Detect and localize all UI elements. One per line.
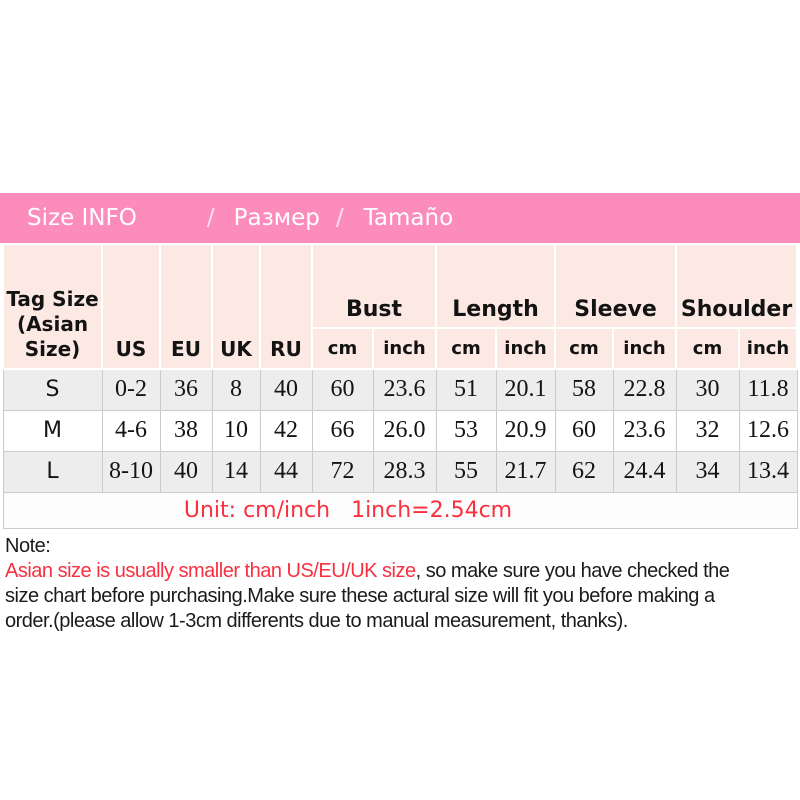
note-line-3: order.(please allow 1-3cm differents due… (5, 610, 628, 632)
col-header-eu: EU (159, 243, 213, 370)
subheader-length-cm: cm (435, 327, 498, 370)
cell-shoulder-cm: 34 (675, 450, 740, 493)
cell-us: 0-2 (101, 368, 161, 411)
cell-length-inch: 20.1 (495, 368, 556, 411)
cell-size: M (2, 409, 103, 452)
cell-shoulder-inch: 12.6 (738, 409, 798, 452)
cell-bust-inch: 23.6 (372, 368, 437, 411)
tag-size-header-line2: (Asian (16, 312, 89, 336)
cell-uk: 8 (211, 368, 261, 411)
cell-ru: 42 (259, 409, 313, 452)
subheader-sleeve-inch: inch (612, 327, 678, 370)
cell-ru: 44 (259, 450, 313, 493)
table-row-size-m: M 4-6 38 10 42 66 26.0 53 20.9 60 23.6 3… (2, 409, 798, 452)
cell-length-inch: 21.7 (495, 450, 556, 493)
banner-title-spanish: Tamaño (363, 205, 454, 231)
unit-note: Unit: cm/inch 1inch=2.54cm (2, 491, 798, 529)
note-line-1-black: , so make sure you have checked the (415, 560, 730, 582)
cell-uk: 10 (211, 409, 261, 452)
cell-bust-cm: 72 (311, 450, 374, 493)
tag-size-header-line1: Tag Size (6, 287, 99, 311)
size-info-banner: Size INFO / Размер / Tamaño (0, 193, 800, 243)
cell-sleeve-cm: 60 (554, 409, 614, 452)
group-header-bust: Bust (310, 243, 438, 329)
col-header-us: US (101, 243, 161, 370)
cell-length-cm: 55 (435, 450, 497, 493)
cell-shoulder-inch: 11.8 (738, 368, 798, 411)
tag-size-header: Tag Size (Asian Size) (2, 243, 103, 370)
subheader-shoulder-cm: cm (675, 327, 741, 370)
cell-shoulder-cm: 30 (675, 368, 740, 411)
cell-eu: 38 (159, 409, 213, 452)
subheader-shoulder-inch: inch (738, 327, 799, 370)
tag-size-header-line3: Size) (24, 337, 81, 361)
subheader-sleeve-cm: cm (554, 327, 615, 370)
banner-title-russian: Размер (233, 205, 320, 231)
group-header-shoulder: Shoulder (675, 243, 799, 329)
cell-eu: 36 (159, 368, 213, 411)
cell-size: S (2, 368, 103, 411)
col-header-uk: UK (211, 243, 261, 370)
table-row-size-s: S 0-2 36 8 40 60 23.6 51 20.1 58 22.8 30… (2, 368, 798, 411)
cell-shoulder-inch: 13.4 (738, 450, 798, 493)
cell-shoulder-cm: 32 (675, 409, 740, 452)
cell-bust-inch: 28.3 (372, 450, 437, 493)
cell-eu: 40 (159, 450, 213, 493)
group-header-sleeve: Sleeve (554, 243, 678, 329)
banner-title-english: Size INFO (27, 205, 137, 231)
cell-sleeve-inch: 24.4 (612, 450, 677, 493)
cell-bust-inch: 26.0 (372, 409, 437, 452)
group-header-length: Length (435, 243, 557, 329)
subheader-bust-cm: cm (311, 327, 374, 370)
cell-length-cm: 51 (435, 368, 497, 411)
cell-sleeve-cm: 62 (554, 450, 614, 493)
cell-size: L (2, 450, 103, 493)
note-label: Note: (5, 535, 51, 557)
banner-separator-1: / (206, 205, 215, 231)
subheader-length-inch: inch (495, 327, 557, 370)
cell-sleeve-inch: 22.8 (612, 368, 677, 411)
cell-us: 4-6 (101, 409, 161, 452)
cell-bust-cm: 66 (311, 409, 374, 452)
table-row-size-l: L 8-10 40 14 44 72 28.3 55 21.7 62 24.4 … (2, 450, 798, 493)
cell-sleeve-inch: 23.6 (612, 409, 677, 452)
cell-ru: 40 (259, 368, 313, 411)
cell-us: 8-10 (101, 450, 161, 493)
cell-length-cm: 53 (435, 409, 497, 452)
note-line-1: Asian size is usually smaller than US/EU… (5, 559, 799, 584)
subheader-bust-inch: inch (371, 327, 438, 370)
cell-bust-cm: 60 (311, 368, 374, 411)
note-line-2: size chart before purchasing.Make sure t… (5, 585, 715, 607)
note-section: Note: Asian size is usually smaller than… (5, 534, 799, 634)
note-line-1-red: Asian size is usually smaller than US/EU… (5, 560, 416, 582)
col-header-ru: RU (259, 243, 313, 370)
cell-length-inch: 20.9 (495, 409, 556, 452)
unit-row: Unit: cm/inch 1inch=2.54cm (2, 491, 798, 529)
cell-sleeve-cm: 58 (554, 368, 614, 411)
size-table: Tag Size (Asian Size) US EU UK RU Bust L… (2, 243, 799, 529)
banner-separator-2: / (335, 205, 344, 231)
cell-uk: 14 (211, 450, 261, 493)
